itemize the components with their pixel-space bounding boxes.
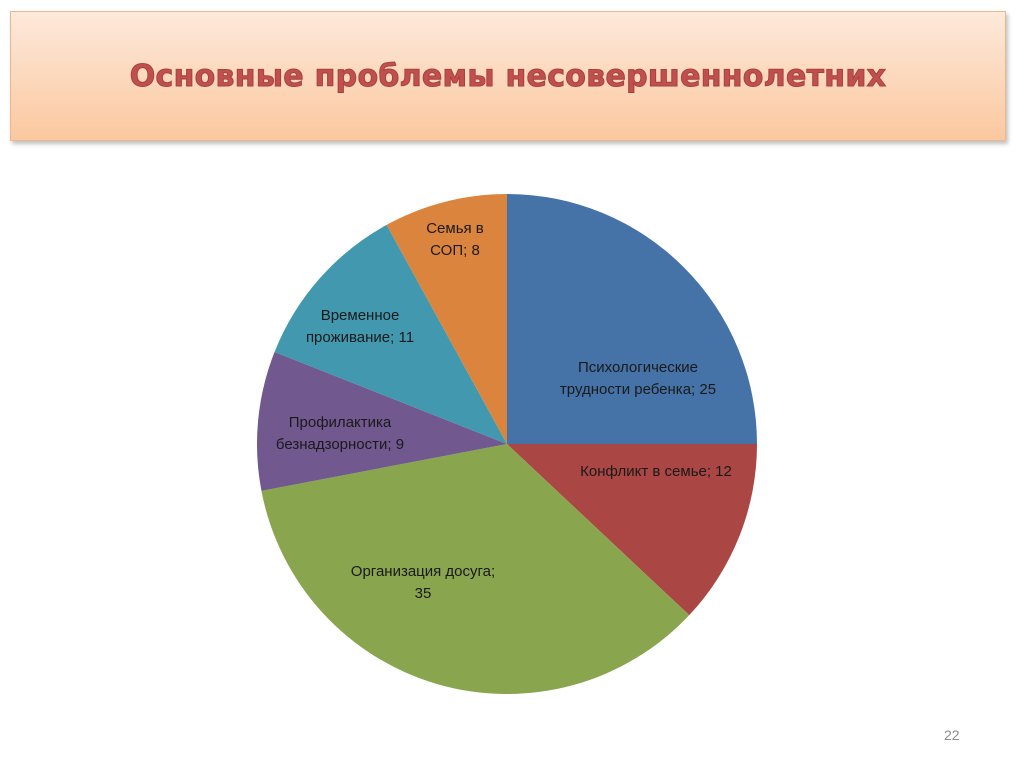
slice-data-label: Конфликт в семье; 12	[580, 463, 732, 480]
pie-slice	[261, 444, 690, 695]
pie-slice	[386, 194, 507, 444]
pie-slice	[257, 351, 507, 491]
pie-slice	[274, 224, 507, 444]
pie-slice	[507, 444, 757, 616]
slice-data-label: Организация досуга; 35	[351, 563, 495, 602]
slide-title: Основные проблемы несовершеннолетних	[129, 58, 887, 94]
slice-data-label: Профилактика безнадзорности; 9	[276, 414, 404, 453]
pie-slice	[507, 194, 757, 444]
page-number: 22	[944, 727, 960, 743]
slice-data-label: Семья в СОП; 8	[426, 220, 484, 259]
slice-data-label: Психологические трудности ребенка; 25	[560, 359, 716, 398]
slice-data-label: Временное проживание; 11	[306, 307, 414, 346]
title-banner: Основные проблемы несовершеннолетних	[10, 11, 1006, 141]
